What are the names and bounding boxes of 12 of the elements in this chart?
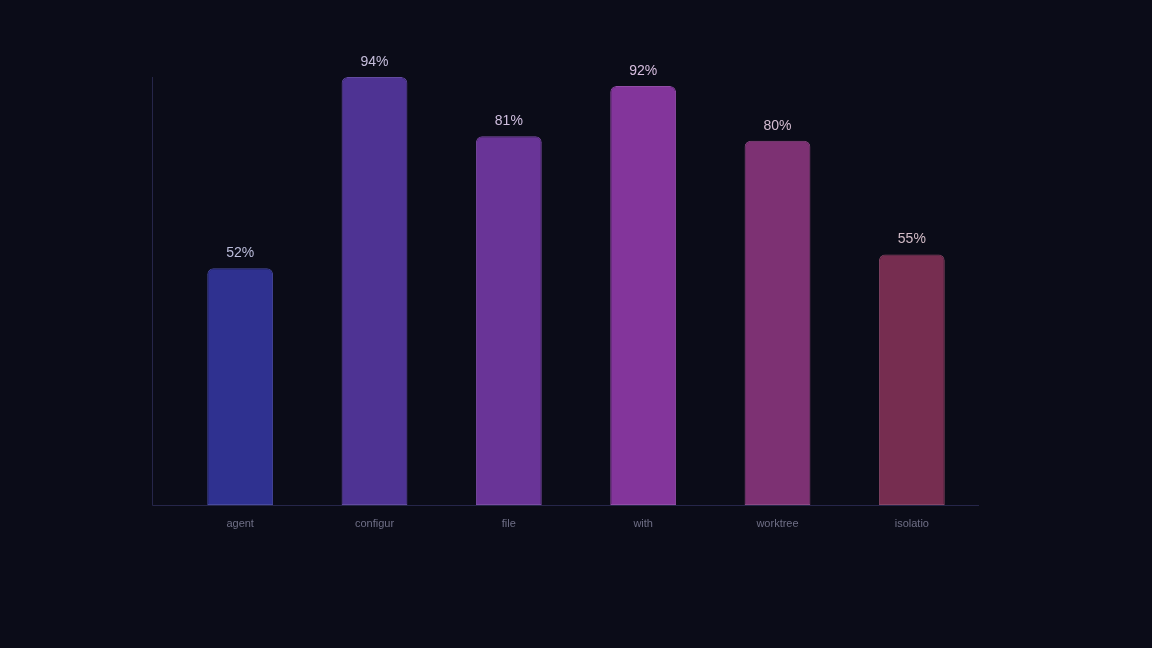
x-tick-label: agent [226, 516, 254, 529]
data-label: 94% [360, 52, 389, 69]
x-tick-label: file [501, 516, 516, 529]
data-label: 55% [897, 230, 926, 247]
data-label: 80% [763, 116, 792, 133]
x-tick-label: with [632, 516, 653, 529]
x-tick-label: isolatio [894, 516, 929, 529]
x-tick-label: worktree [755, 516, 799, 529]
data-label: 81% [494, 112, 523, 129]
data-label: 92% [629, 61, 658, 78]
data-label: 52% [226, 244, 255, 261]
x-tick-label: configur [354, 516, 395, 529]
